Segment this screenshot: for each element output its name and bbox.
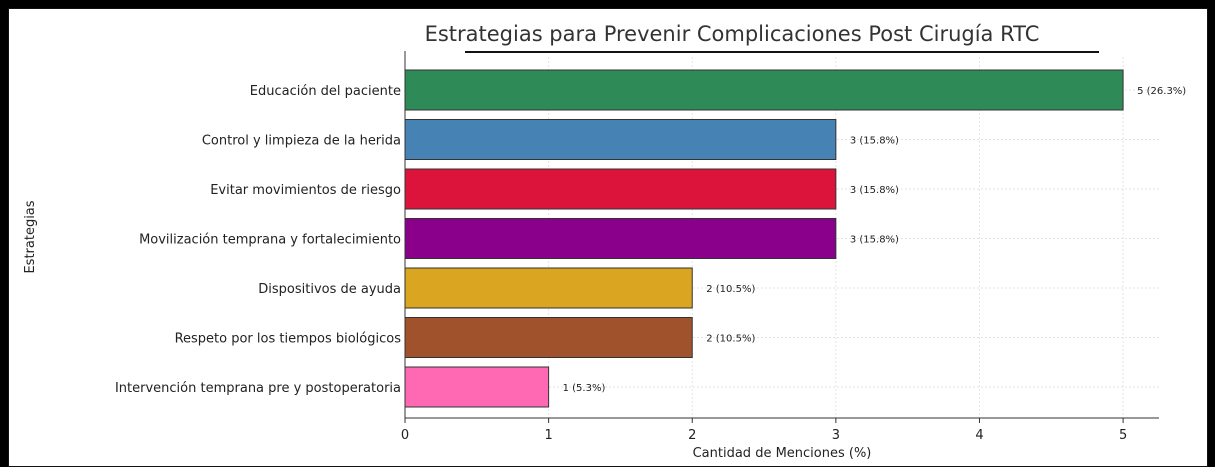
x-tick-label: 1: [544, 428, 552, 443]
category-labels: Educación del paciente Control y limpieza…: [115, 84, 401, 396]
bar: [404, 119, 837, 160]
category-label: Evitar movimientos de riesgo: [210, 183, 401, 198]
bar: [404, 317, 693, 358]
x-tick-label: 2: [688, 428, 696, 443]
value-labels: 5 (26.3%) 3 (15.8%) 3 (15.8%) 3 (15.8%) 2 (1…: [563, 86, 1187, 394]
bars-group: [404, 69, 1124, 408]
x-tick-label: 0: [401, 428, 409, 443]
chart-title: Estrategias para Prevenir Complicaciones…: [425, 22, 1040, 46]
category-label: Movilización temprana y fortalecimiento: [139, 233, 401, 248]
category-label: Educación del paciente: [250, 84, 401, 99]
value-label: 5 (26.3%): [1137, 86, 1186, 97]
value-label: 1 (5.3%): [563, 383, 606, 394]
value-label: 3 (15.8%): [850, 136, 899, 147]
x-tick-label: 3: [832, 428, 840, 443]
x-axis-ticks: 0 1 2 3 4 5: [401, 418, 1127, 443]
y-axis-label: Estrategias: [23, 200, 38, 273]
category-label: Respeto por los tiempos biológicos: [175, 332, 402, 347]
bar: [404, 69, 1124, 111]
bar-chart: Estrategias para Prevenir Complicaciones…: [23, 22, 1187, 461]
value-label: 3 (15.8%): [850, 235, 899, 246]
value-label: 2 (10.5%): [706, 334, 755, 345]
x-tick-label: 4: [975, 428, 983, 443]
chart-frame: Estrategias para Prevenir Complicaciones…: [8, 8, 1208, 467]
bar: [404, 218, 837, 259]
category-label: Dispositivos de ayuda: [258, 282, 401, 297]
bar: [404, 366, 550, 408]
category-label: Intervención temprana pre y postoperator…: [115, 381, 401, 396]
bar: [404, 267, 693, 309]
x-tick-label: 5: [1119, 428, 1127, 443]
value-label: 2 (10.5%): [706, 284, 755, 295]
value-label: 3 (15.8%): [850, 185, 899, 196]
x-axis-label: Cantidad de Menciones (%): [693, 446, 872, 461]
category-label: Control y limpieza de la herida: [202, 134, 401, 149]
bar: [404, 168, 837, 210]
